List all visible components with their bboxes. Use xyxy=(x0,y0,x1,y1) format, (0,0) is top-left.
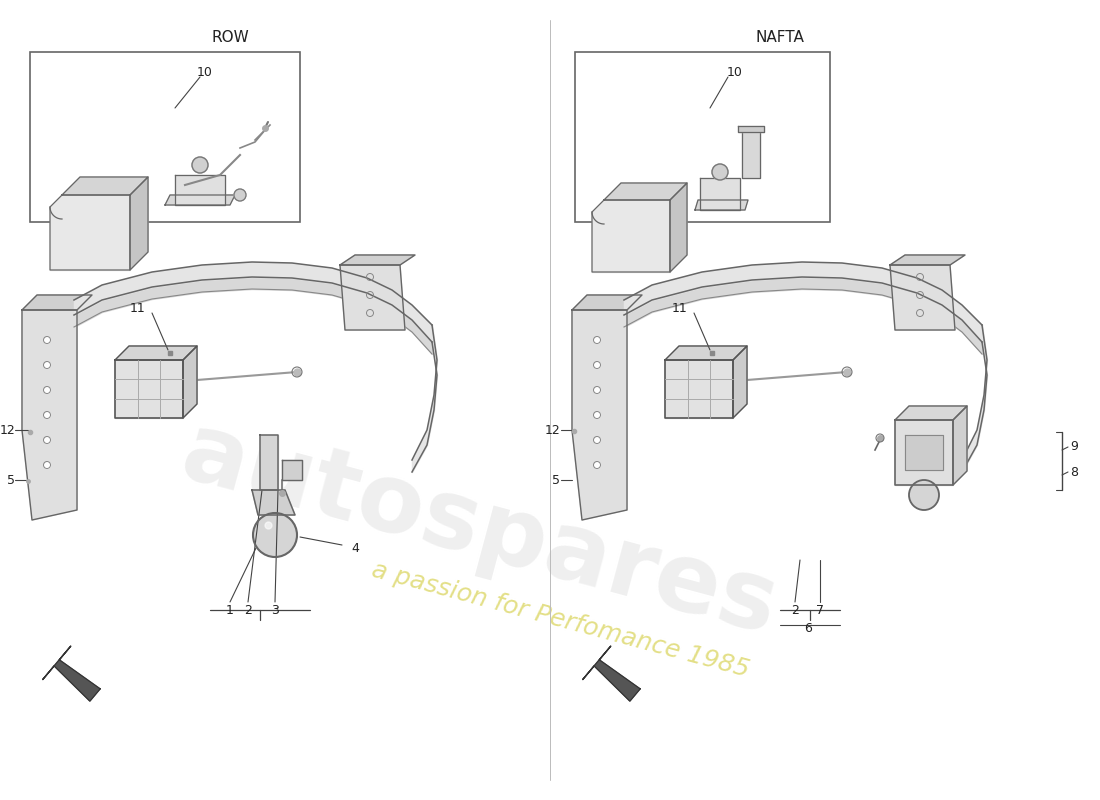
Polygon shape xyxy=(572,295,642,310)
Text: 12: 12 xyxy=(544,423,560,437)
Text: 3: 3 xyxy=(271,603,279,617)
Circle shape xyxy=(712,164,728,180)
Text: 10: 10 xyxy=(727,66,742,78)
Polygon shape xyxy=(130,177,148,270)
Text: 8: 8 xyxy=(1070,466,1078,478)
Text: 5: 5 xyxy=(7,474,15,486)
Polygon shape xyxy=(953,406,967,485)
FancyBboxPatch shape xyxy=(575,52,830,222)
Polygon shape xyxy=(895,420,953,485)
Polygon shape xyxy=(282,460,303,480)
Polygon shape xyxy=(733,346,747,418)
Polygon shape xyxy=(905,435,943,470)
Polygon shape xyxy=(890,255,965,265)
Circle shape xyxy=(909,480,939,510)
Polygon shape xyxy=(22,310,77,520)
Text: 5: 5 xyxy=(552,474,560,486)
Text: 9: 9 xyxy=(1070,441,1078,454)
Polygon shape xyxy=(895,406,967,420)
Polygon shape xyxy=(572,310,627,520)
Text: 11: 11 xyxy=(130,302,146,314)
Circle shape xyxy=(253,513,297,557)
FancyBboxPatch shape xyxy=(30,52,300,222)
Polygon shape xyxy=(738,126,764,132)
Text: 2: 2 xyxy=(244,603,252,617)
Text: 6: 6 xyxy=(804,622,812,634)
Polygon shape xyxy=(175,175,226,205)
Polygon shape xyxy=(670,183,688,272)
Polygon shape xyxy=(666,346,747,360)
Text: NAFTA: NAFTA xyxy=(756,30,804,46)
Text: ROW: ROW xyxy=(211,30,249,46)
Polygon shape xyxy=(116,346,197,360)
Polygon shape xyxy=(340,265,405,330)
Text: 12: 12 xyxy=(0,423,15,437)
Polygon shape xyxy=(43,646,100,701)
Polygon shape xyxy=(583,646,640,701)
Polygon shape xyxy=(62,177,149,195)
Text: 2: 2 xyxy=(791,603,799,617)
Polygon shape xyxy=(890,265,955,330)
Text: 11: 11 xyxy=(672,302,688,314)
Polygon shape xyxy=(695,200,748,210)
Polygon shape xyxy=(252,490,295,515)
Polygon shape xyxy=(340,255,415,265)
Circle shape xyxy=(192,157,208,173)
Polygon shape xyxy=(165,195,235,205)
Polygon shape xyxy=(50,195,130,270)
Polygon shape xyxy=(700,178,740,210)
Polygon shape xyxy=(22,295,92,310)
Text: 10: 10 xyxy=(197,66,213,78)
Text: a passion for Perfomance 1985: a passion for Perfomance 1985 xyxy=(368,558,751,682)
Text: 1: 1 xyxy=(227,603,234,617)
Text: 7: 7 xyxy=(816,603,824,617)
Polygon shape xyxy=(260,435,278,490)
Polygon shape xyxy=(604,183,688,200)
Polygon shape xyxy=(666,360,733,418)
Text: 4: 4 xyxy=(351,542,359,554)
Polygon shape xyxy=(592,200,670,272)
Polygon shape xyxy=(183,346,197,418)
Circle shape xyxy=(234,189,246,201)
Polygon shape xyxy=(116,360,183,418)
Text: autospares: autospares xyxy=(172,406,788,654)
Polygon shape xyxy=(742,130,760,178)
